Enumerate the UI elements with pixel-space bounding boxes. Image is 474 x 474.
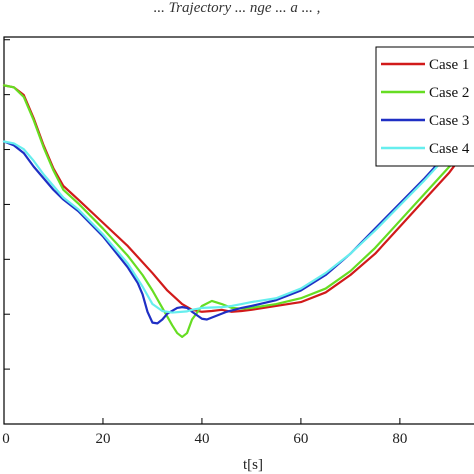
series-line-case-2 [2, 84, 474, 339]
legend-box [375, 46, 474, 167]
x-axis-title: t[s] [243, 457, 263, 473]
legend-label-case-1: Case 1 [429, 57, 469, 73]
x-tick-label: 0 [2, 431, 10, 447]
series-line-case-4 [2, 124, 474, 314]
x-tick-label: 80 [392, 431, 407, 447]
y-axis-ticks [4, 39, 10, 370]
x-tick-label: 60 [293, 431, 308, 447]
x-tick-label: 20 [95, 431, 110, 447]
legend-label-case-2: Case 2 [429, 85, 469, 101]
plot-area-frame [3, 36, 474, 425]
series-layer [2, 84, 474, 339]
x-axis-ticks: 0 20 40 60 80 [2, 418, 407, 447]
x-tick-label: 40 [194, 431, 209, 447]
legend: Case 1 Case 2 Case 3 Case 4 [375, 46, 474, 167]
chart-top-caption: ... Trajectory ... nge ... a ... , [154, 0, 321, 16]
legend-label-case-3: Case 3 [429, 113, 469, 129]
legend-label-case-4: Case 4 [429, 141, 470, 157]
